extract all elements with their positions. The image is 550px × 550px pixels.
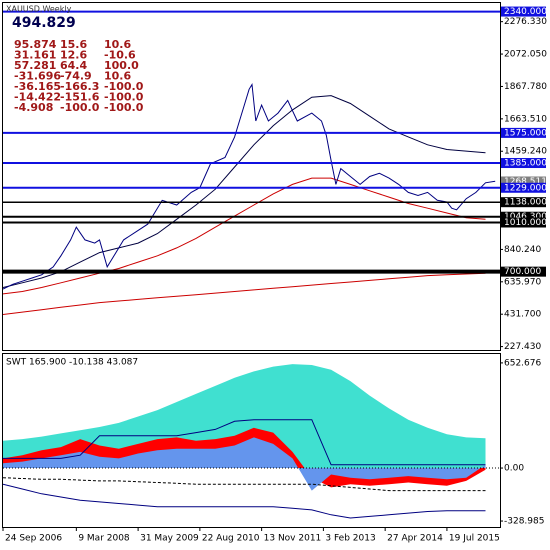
level-label: 1268.511: [504, 177, 547, 187]
value-text: 494.829: [12, 15, 76, 31]
area: [3, 364, 486, 469]
level-box: [501, 211, 546, 222]
stat-value: 10.6: [104, 70, 131, 83]
stat-value: 57.281: [14, 59, 56, 72]
stat-value: -10.6: [104, 49, 136, 62]
level-box: [501, 176, 546, 187]
stat-value: 31.161: [14, 49, 56, 62]
level-label: 1385.000: [504, 159, 547, 169]
level-label: 1010.000: [504, 218, 547, 228]
y-tick-label: 1459.240: [504, 147, 547, 157]
line: [3, 477, 486, 492]
y-tick-label: 635.970: [504, 277, 541, 287]
y-tick-label: 840.240: [504, 245, 541, 255]
level-label: 1575.000: [504, 128, 547, 138]
level-box: [501, 217, 546, 228]
y-tick-label: 431.700: [504, 310, 541, 320]
x-tick-label: 19 Jul 2015: [449, 534, 500, 544]
level-label: 2340.000: [504, 7, 547, 17]
stat-value: 100.0: [104, 59, 139, 72]
level-box: [501, 158, 546, 169]
y-tick-label: 0.00: [504, 464, 524, 474]
level-label: 1138.000: [504, 198, 547, 208]
stat-value: -100.0: [60, 101, 100, 114]
x-tick-label: 24 Sep 2006: [5, 534, 62, 544]
line: [3, 82, 496, 290]
stat-value: -4.908: [14, 101, 53, 114]
pane-frame: [2, 2, 501, 351]
x-tick-label: 9 Mar 2008: [78, 534, 130, 544]
y-tick-label: 227.430: [504, 342, 541, 352]
y-tick-label: 652.676: [504, 358, 541, 368]
y-tick-label: -328.985: [504, 517, 544, 527]
line: [3, 483, 486, 519]
stat-value: -31.696: [14, 70, 61, 83]
level-box: [501, 182, 546, 193]
y-tick-label: 1663.510: [504, 114, 547, 124]
level-label: 1046.300: [504, 212, 547, 222]
stat-value: -74.9: [60, 70, 92, 83]
level-label: 1229.000: [504, 183, 547, 193]
indicator-title: SWT 165.900 -10.138 43.087: [6, 358, 138, 368]
level-label: 700.000: [504, 267, 541, 277]
x-tick-label: 27 Apr 2014: [387, 534, 443, 544]
pane-frame: [2, 353, 501, 528]
stat-value: -14.422: [14, 91, 61, 104]
stat-value: -166.3: [60, 80, 99, 93]
stat-value: -100.0: [104, 101, 144, 114]
stat-value: 12.6: [60, 49, 87, 62]
price-pane: [3, 10, 500, 315]
x-tick-label: 13 Nov 2011: [264, 534, 322, 544]
x-tick-label: 31 May 2009: [140, 534, 199, 544]
chart-header: XAUUSD,Weekly: [6, 5, 72, 14]
stat-value: -36.165: [14, 80, 61, 93]
level-box: [501, 6, 546, 17]
area: [3, 437, 486, 491]
overlay: 2276.330 2072.050 1867.780 1663.510 1459.240…: [2, 6, 547, 544]
stat-value: 95.874: [14, 38, 57, 51]
line: [3, 95, 486, 288]
level-box: [501, 197, 546, 208]
y-tick-label: 2276.330: [504, 17, 547, 27]
stat-value: -100.0: [104, 91, 144, 104]
stat-value: 64.4: [60, 59, 87, 72]
level-box: [501, 127, 546, 138]
stat-value: -100.0: [104, 80, 144, 93]
level-box: [501, 266, 546, 277]
stat-value: 15.6: [60, 38, 87, 51]
x-tick-label: 3 Feb 2013: [325, 534, 375, 544]
line: [3, 272, 486, 315]
line: [3, 419, 486, 466]
x-tick-label: 22 Aug 2010: [202, 534, 260, 544]
y-tick-label: 1867.780: [504, 82, 547, 92]
stat-value: 10.6: [104, 38, 131, 51]
indicator-pane: [3, 364, 500, 519]
stat-value: -151.6: [60, 91, 100, 104]
y-tick-label: 2072.050: [504, 50, 547, 60]
